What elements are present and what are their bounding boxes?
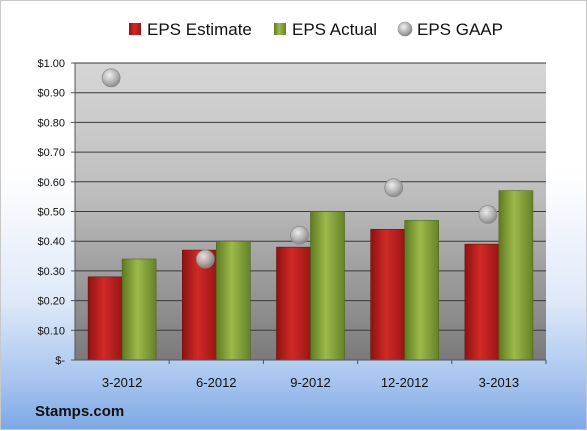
point-eps-gaap bbox=[478, 205, 498, 224]
y-tick-label: $0.50 bbox=[37, 207, 65, 219]
x-tick-label: 6-2012 bbox=[196, 375, 236, 390]
point-eps-gaap bbox=[290, 225, 309, 245]
company-label: Stamps.com bbox=[35, 403, 125, 420]
bar-eps-actual bbox=[121, 258, 157, 361]
y-tick-label: $0.90 bbox=[37, 88, 65, 100]
bar-eps-actual bbox=[310, 211, 345, 361]
point-eps-gaap bbox=[101, 68, 121, 88]
bar-eps-estimate bbox=[464, 243, 500, 361]
y-tick-label: $0.30 bbox=[37, 266, 65, 278]
bar-eps-estimate bbox=[276, 246, 311, 361]
legend-swatch bbox=[129, 23, 141, 35]
bar-eps-actual bbox=[216, 240, 251, 361]
x-tick-label: 3-2013 bbox=[479, 375, 519, 390]
y-tick-label: $0.40 bbox=[37, 236, 65, 248]
y-tick-label: $0.80 bbox=[37, 117, 65, 129]
legend-label: EPS GAAP bbox=[417, 20, 503, 39]
bar-eps-estimate bbox=[87, 276, 123, 361]
y-tick-label: $1.00 bbox=[37, 58, 65, 70]
point-eps-gaap bbox=[195, 249, 215, 269]
x-tick-label: 9-2012 bbox=[290, 375, 330, 390]
y-tick-label: $0.70 bbox=[37, 147, 65, 159]
legend-label: EPS Estimate bbox=[147, 20, 252, 39]
bar-eps-estimate bbox=[370, 229, 406, 361]
x-tick-label: 12-2012 bbox=[381, 375, 429, 390]
bar-eps-estimate bbox=[182, 249, 217, 361]
bar-eps-actual bbox=[498, 190, 534, 361]
y-tick-label: $0.20 bbox=[37, 296, 65, 308]
x-tick-label: 3-2012 bbox=[102, 375, 142, 390]
legend-label: EPS Actual bbox=[292, 20, 377, 39]
legend-swatch bbox=[274, 23, 286, 35]
y-tick-label: $- bbox=[55, 355, 65, 367]
y-tick-label: $0.10 bbox=[37, 325, 65, 337]
point-eps-gaap bbox=[384, 178, 404, 198]
legend-swatch bbox=[397, 21, 413, 37]
y-tick-label: $0.60 bbox=[37, 177, 65, 189]
bar-eps-actual bbox=[404, 220, 440, 361]
